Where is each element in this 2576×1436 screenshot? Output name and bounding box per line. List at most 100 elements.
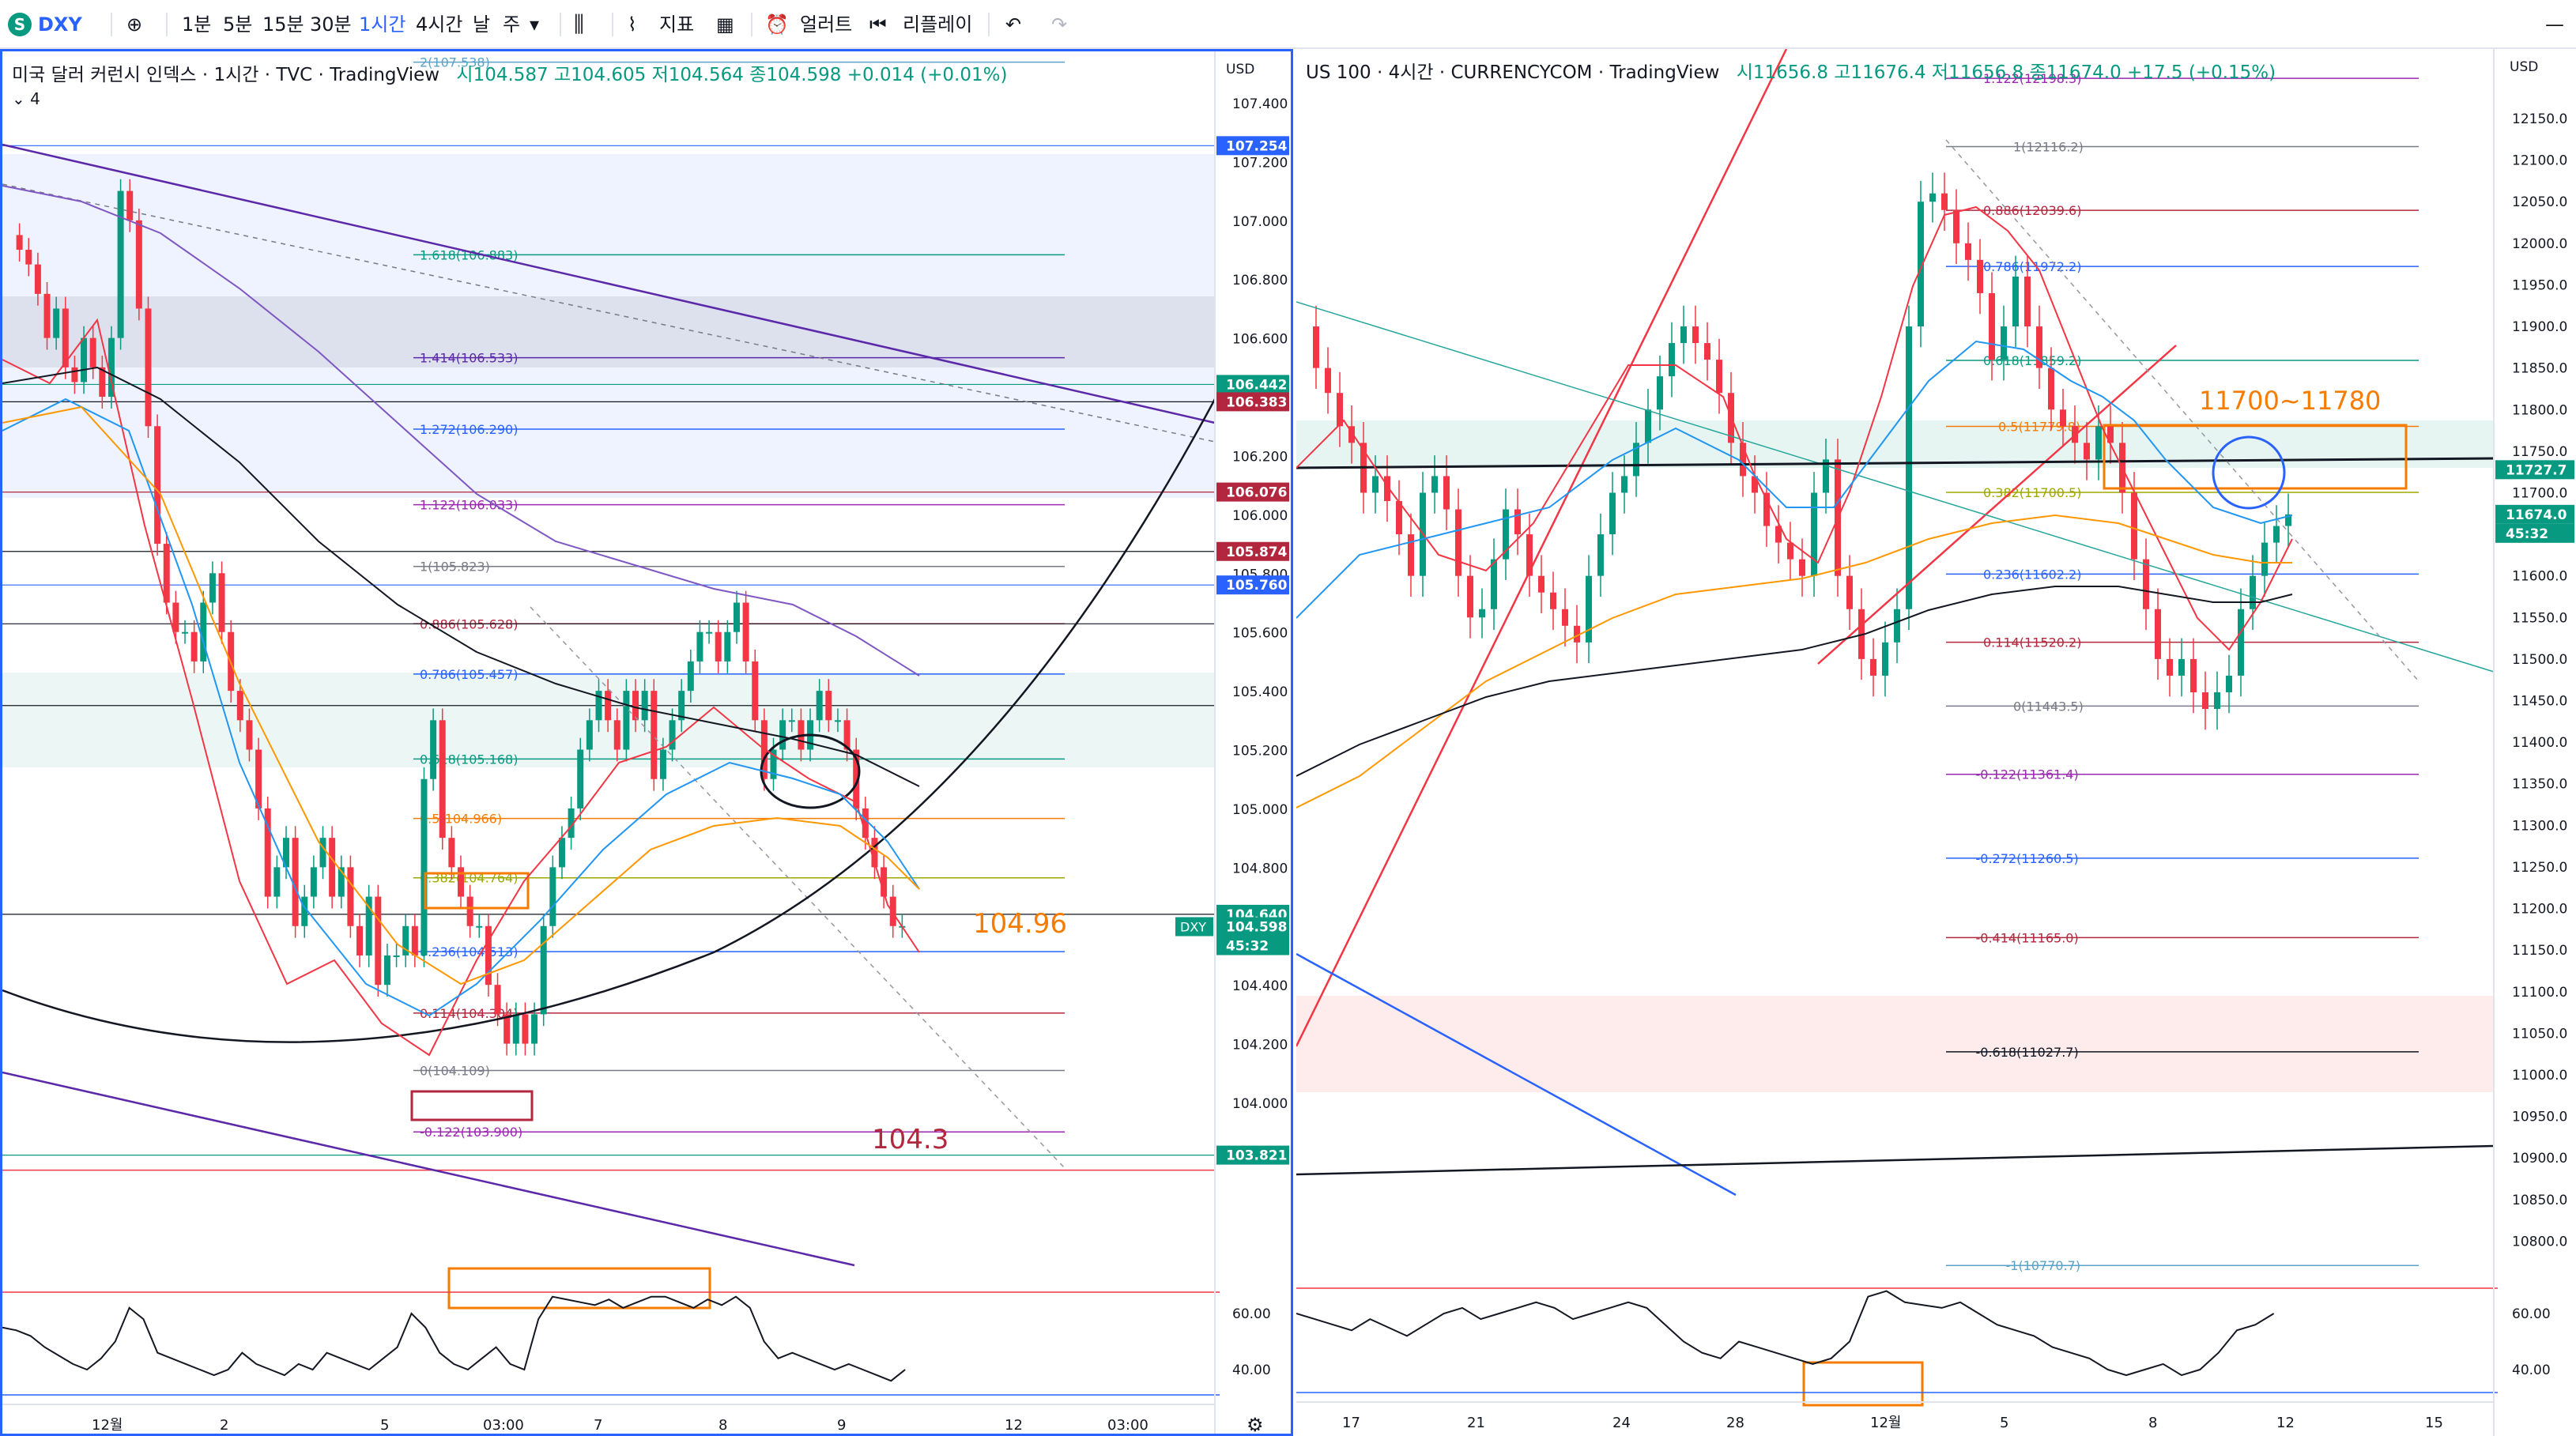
time-tick-label: 03:00 (1107, 1417, 1148, 1434)
fib-level-label: -0.414(11165.0) (1976, 930, 2079, 945)
undo-icon[interactable]: ↶ (1005, 13, 1022, 36)
candle-body (393, 955, 400, 957)
rsi-tick-label: 40.00 (2512, 1363, 2551, 1378)
us100-legend[interactable]: US 100 · 4시간 · CURRENCYCOM · TradingView… (1306, 57, 2276, 84)
candle-body (1443, 476, 1450, 510)
candle-body (1455, 509, 1461, 576)
candle-body (1716, 360, 1722, 394)
price-tick-label: 106.600 (1232, 332, 1288, 348)
redo-icon[interactable]: ↷ (1051, 13, 1068, 36)
candle-body (430, 720, 437, 779)
dxy-time-axis: 12월 2 5 03:00 7 8 9 12 03:00 ⚙ (2, 1404, 1264, 1434)
candle-body (1337, 393, 1343, 427)
replay-button[interactable]: 리플레이 (903, 13, 973, 36)
svg-text:107.254: 107.254 (1226, 138, 1288, 154)
candle-body (871, 838, 878, 868)
interval-15m-button[interactable]: 15분 (262, 13, 304, 36)
layout-grid-icon[interactable]: ▦ (716, 13, 734, 36)
red-uptrend-line (1296, 49, 1788, 1047)
candle-body (347, 867, 354, 926)
indicators-button[interactable]: 지표 (659, 13, 695, 36)
interval-dropdown-icon[interactable]: ▾ (530, 13, 540, 36)
candle-body (172, 602, 179, 632)
interval-5m-button[interactable]: 5분 (223, 13, 253, 36)
candle-body (549, 867, 556, 926)
candle-body (853, 749, 860, 808)
price-tick-label: 107.200 (1232, 155, 1288, 171)
interval-1m-button[interactable]: 1분 (182, 13, 212, 36)
indicators-icon[interactable]: ⌇ (628, 13, 637, 36)
time-tick-label: 21 (1467, 1415, 1485, 1431)
candle-body (2084, 443, 2090, 460)
rsi-tick-label: 60.00 (2512, 1306, 2551, 1322)
svg-text:106.442: 106.442 (1226, 377, 1287, 393)
price-badge: 105.760 (1216, 575, 1289, 595)
symbol-search-button[interactable]: DXY (38, 13, 82, 36)
candle-body (659, 749, 666, 779)
price-tick-label: 10800.0 (2512, 1234, 2567, 1249)
candle-body (2190, 658, 2197, 692)
price-tick-label: 104.400 (1232, 978, 1288, 994)
fib-level-label: 2(107.538) (420, 55, 490, 70)
candle-body (310, 867, 317, 897)
interval-1h-button[interactable]: 1시간 (359, 13, 406, 36)
interval-30m-button[interactable]: 30분 (310, 13, 352, 36)
candle-body (1870, 658, 1876, 676)
ma-black (1296, 586, 2293, 777)
symbol-logo-icon[interactable]: S (8, 13, 32, 36)
fib-level-label: 0(104.109) (420, 1063, 490, 1078)
time-tick-label: 2 (220, 1417, 228, 1434)
us100-chart-canvas[interactable]: 1.122(12198.3) 1(12116.2) 0.886(12039.6) 0.… (1296, 49, 2576, 1436)
price-tick-label: 12000.0 (2512, 236, 2567, 252)
compare-add-icon[interactable]: ⊕ (126, 13, 143, 36)
candle-body (2143, 559, 2149, 609)
us100-price-axis: USD 12150.0 12100.0 12050.0 12000.0 11950.0 1… (2493, 49, 2574, 1436)
candle-body (531, 1014, 538, 1044)
candle-body (282, 838, 289, 868)
rsi-tick-label: 60.00 (1232, 1306, 1271, 1322)
interval-week-button[interactable]: 주 (503, 13, 521, 36)
candle-body (99, 367, 106, 398)
price-tick-label: 11000.0 (2512, 1068, 2567, 1084)
candle-body (770, 749, 777, 779)
candle-body (163, 544, 170, 603)
ma-red (1296, 205, 2293, 651)
dxy-chart-panel[interactable]: 2(107.538) 1.618(106.883) 1.414(106.533) 1.… (0, 49, 1293, 1436)
dxy-legend[interactable]: 미국 달러 커런시 인덱스 · 1시간 · TVC · TradingView … (12, 59, 1007, 86)
price-tick-label: 10900.0 (2512, 1151, 2567, 1167)
candle-body (1941, 193, 1948, 210)
candle-body (1348, 426, 1355, 443)
indicator-toggle[interactable]: ⌄ 4 (12, 89, 40, 108)
candle-body (439, 720, 446, 839)
candle-body (1538, 575, 1544, 593)
price-tick-label: 11100.0 (2512, 985, 2567, 1001)
candle-body (843, 720, 850, 750)
candle-body (779, 720, 786, 750)
candle-body (200, 602, 207, 661)
currency-label: USD (2510, 59, 2538, 75)
price-badge: 104.598 (1216, 917, 1289, 937)
toolbar-divider (166, 13, 168, 36)
candle-body (1846, 575, 1853, 609)
price-tick-label: 11200.0 (2512, 902, 2567, 918)
price-tick-label: 11450.0 (2512, 694, 2567, 710)
minimize-icon[interactable]: — (2545, 13, 2564, 36)
replay-rewind-icon[interactable]: ⏮ (869, 13, 887, 36)
us100-chart-panel[interactable]: 1.122(12198.3) 1(12116.2) 0.886(12039.6) 0.… (1296, 49, 2576, 1436)
interval-4h-button[interactable]: 4시간 (416, 13, 463, 36)
candle-body (182, 631, 189, 634)
candle-body (365, 896, 372, 955)
candle-body (1906, 326, 1912, 609)
dxy-chart-canvas[interactable]: 2(107.538) 1.618(106.883) 1.414(106.533) 1.… (2, 51, 1291, 1434)
candle-body (605, 691, 612, 721)
fib-level-label: 0.886(12039.6) (1983, 203, 2081, 218)
candle-body (889, 896, 896, 926)
alert-button[interactable]: 얼러트 (800, 13, 853, 36)
time-tick-label: 03:00 (483, 1417, 524, 1434)
candle-style-icon[interactable]: ⫼ (574, 11, 584, 37)
us100-moving-averages (1296, 205, 2293, 808)
ma-red (2, 318, 920, 1057)
interval-day-button[interactable]: 날 (473, 13, 491, 36)
alert-clock-icon[interactable]: ⏰ (765, 13, 789, 36)
candle-body (1775, 526, 1782, 543)
